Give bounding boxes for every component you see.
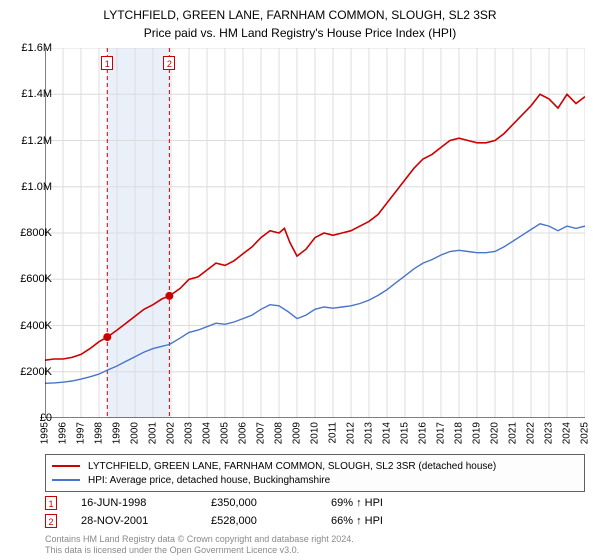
legend-swatch [52, 479, 80, 481]
y-tick-label: £800K [2, 227, 52, 239]
legend-label: LYTCHFIELD, GREEN LANE, FARNHAM COMMON, … [88, 461, 496, 472]
legend-swatch [52, 465, 80, 467]
x-tick-label: 2007 [256, 422, 267, 444]
x-tick-label: 2013 [364, 422, 375, 444]
event-marker-icon: 2 [45, 514, 57, 528]
x-tick-label: 2002 [166, 422, 177, 444]
event-date: 28-NOV-2001 [81, 515, 211, 527]
legend-label: HPI: Average price, detached house, Buck… [88, 475, 330, 486]
x-tick-label: 1999 [112, 422, 123, 444]
x-tick-label: 2015 [400, 422, 411, 444]
x-tick-label: 1997 [76, 422, 87, 444]
event-price: £528,000 [211, 515, 331, 527]
y-tick-label: £1.0M [2, 181, 52, 193]
x-tick-label: 1995 [40, 422, 51, 444]
x-tick-label: 2024 [562, 422, 573, 444]
chart-plot-area [45, 48, 585, 418]
x-tick-label: 2006 [238, 422, 249, 444]
y-tick-label: £200K [2, 366, 52, 378]
footer-line: Contains HM Land Registry data © Crown c… [45, 534, 354, 545]
y-tick-label: £1.2M [2, 135, 52, 147]
x-tick-label: 2005 [220, 422, 231, 444]
event-marker-box: 2 [163, 56, 175, 70]
x-tick-label: 2023 [544, 422, 555, 444]
x-tick-label: 2010 [310, 422, 321, 444]
event-price: £350,000 [211, 497, 331, 509]
x-tick-label: 2000 [130, 422, 141, 444]
y-tick-label: £1.4M [2, 88, 52, 100]
x-tick-label: 1996 [58, 422, 69, 444]
event-row: 1 16-JUN-1998 £350,000 69% ↑ HPI [45, 494, 585, 512]
x-tick-label: 2001 [148, 422, 159, 444]
x-tick-label: 2011 [328, 422, 339, 444]
chart-svg [45, 48, 585, 418]
x-tick-label: 2022 [526, 422, 537, 444]
event-pct: 69% ↑ HPI [331, 497, 451, 509]
events-table: 1 16-JUN-1998 £350,000 69% ↑ HPI 2 28-NO… [45, 494, 585, 530]
legend-item: LYTCHFIELD, GREEN LANE, FARNHAM COMMON, … [52, 459, 578, 473]
event-marker-box: 1 [101, 56, 113, 70]
chart-subtitle: Price paid vs. HM Land Registry's House … [0, 24, 600, 40]
x-tick-label: 2021 [508, 422, 519, 444]
x-tick-label: 2017 [436, 422, 447, 444]
y-tick-label: £600K [2, 273, 52, 285]
event-marker-icon: 1 [45, 496, 57, 510]
x-tick-label: 2008 [274, 422, 285, 444]
x-tick-label: 1998 [94, 422, 105, 444]
y-tick-label: £400K [2, 320, 52, 332]
x-tick-label: 2018 [454, 422, 465, 444]
x-tick-label: 2020 [490, 422, 501, 444]
x-tick-label: 2019 [472, 422, 483, 444]
x-tick-label: 2003 [184, 422, 195, 444]
legend: LYTCHFIELD, GREEN LANE, FARNHAM COMMON, … [45, 454, 585, 492]
footer-line: This data is licensed under the Open Gov… [45, 545, 354, 556]
footer-attribution: Contains HM Land Registry data © Crown c… [45, 534, 354, 556]
event-pct: 66% ↑ HPI [331, 515, 451, 527]
x-tick-label: 2014 [382, 422, 393, 444]
x-tick-label: 2025 [580, 422, 591, 444]
x-tick-label: 2004 [202, 422, 213, 444]
event-date: 16-JUN-1998 [81, 497, 211, 509]
event-row: 2 28-NOV-2001 £528,000 66% ↑ HPI [45, 512, 585, 530]
x-tick-label: 2009 [292, 422, 303, 444]
x-tick-label: 2012 [346, 422, 357, 444]
chart-title: LYTCHFIELD, GREEN LANE, FARNHAM COMMON, … [0, 0, 600, 24]
x-tick-label: 2016 [418, 422, 429, 444]
legend-item: HPI: Average price, detached house, Buck… [52, 473, 578, 487]
y-tick-label: £1.6M [2, 42, 52, 54]
